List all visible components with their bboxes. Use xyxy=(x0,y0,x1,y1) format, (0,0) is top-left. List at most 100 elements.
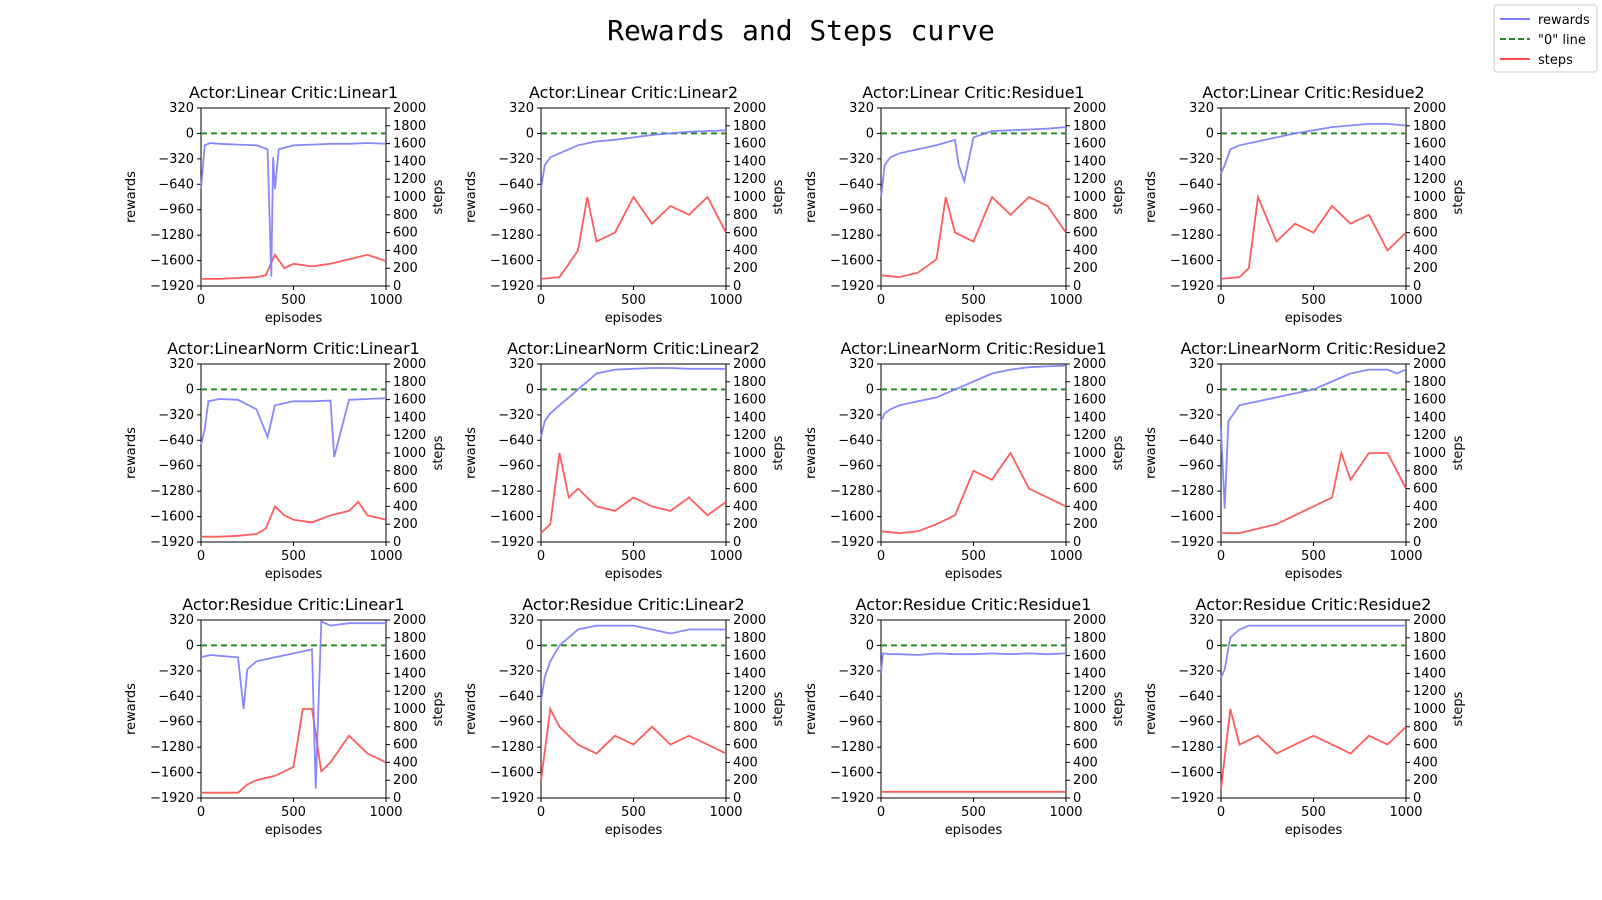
y-right-tick-label: 1600 xyxy=(393,137,426,152)
y-right-tick-label: 1200 xyxy=(1073,428,1106,443)
y-right-tick-label: 1200 xyxy=(733,684,766,699)
y-right-tick-label: 1400 xyxy=(1413,666,1446,681)
x-tick-label: 0 xyxy=(1217,549,1225,564)
y-left-tick-label: −640 xyxy=(1178,433,1214,448)
y-left-tick-label: −640 xyxy=(158,689,194,704)
y-left-tick-label: −960 xyxy=(838,459,874,474)
x-tick-label: 1000 xyxy=(369,293,402,308)
y-right-tick-label: 1200 xyxy=(1413,172,1446,187)
y-right-tick-label: 200 xyxy=(1073,517,1098,532)
y-left-tick-label: −320 xyxy=(1178,664,1214,679)
y-right-tick-label: 2000 xyxy=(733,357,766,372)
y-right-tick-label: 2000 xyxy=(1073,101,1106,116)
x-tick-label: 1000 xyxy=(1049,549,1082,564)
x-tick-label: 0 xyxy=(877,293,885,308)
y-right-tick-label: 1200 xyxy=(1073,684,1106,699)
x-tick-label: 0 xyxy=(877,805,885,820)
y-right-tick-label: 2000 xyxy=(1413,357,1446,372)
y-left-tick-label: −1600 xyxy=(150,766,194,781)
legend-rewards-label: rewards xyxy=(1538,13,1590,28)
y-left-tick-label: 0 xyxy=(186,126,194,141)
y-left-tick-label: 320 xyxy=(169,357,194,372)
y-right-tick-label: 1400 xyxy=(733,410,766,425)
y-right-tick-label: 200 xyxy=(733,517,758,532)
x-tick-label: 1000 xyxy=(1049,805,1082,820)
rewards-line xyxy=(540,367,726,438)
y-right-tick-label: 1800 xyxy=(733,631,766,646)
y-left-tick-label: 320 xyxy=(169,101,194,116)
y-right-tick-label: 1800 xyxy=(393,375,426,390)
y-right-tick-label: 1400 xyxy=(393,410,426,425)
y-left-tick-label: −640 xyxy=(498,689,534,704)
x-tick-label: 1000 xyxy=(709,549,742,564)
y-right-tick-label: 2000 xyxy=(393,613,426,628)
y-right-tick-label: 0 xyxy=(733,791,741,806)
y-right-tick-label: 1000 xyxy=(1413,446,1446,461)
y-right-tick-label: 1600 xyxy=(1073,137,1106,152)
y-left-tick-label: −960 xyxy=(838,203,874,218)
y-right-tick-label: 800 xyxy=(1413,720,1438,735)
y-left-tick-label: −1920 xyxy=(150,535,194,550)
subplot: Actor:Residue Critic:Linear2 0 500 1000 320 0… xyxy=(464,595,786,838)
y-right-tick-label: 200 xyxy=(1413,517,1438,532)
y-left-tick-label: −320 xyxy=(158,664,194,679)
legend-zero-line-label: "0" line xyxy=(1538,33,1586,48)
y-left-tick-label: −1920 xyxy=(490,535,534,550)
y-right-tick-label: 200 xyxy=(733,773,758,788)
y-left-tick-label: −1920 xyxy=(1170,535,1214,550)
steps-line xyxy=(880,451,1067,535)
y-right-axis-label: steps xyxy=(431,435,446,470)
subplot-title: Actor:LinearNorm Critic:Residue2 xyxy=(1180,339,1446,358)
y-right-tick-label: 200 xyxy=(393,517,418,532)
y-right-tick-label: 200 xyxy=(1073,261,1098,276)
y-right-tick-label: 0 xyxy=(1413,535,1421,550)
y-left-tick-label: −1280 xyxy=(150,484,194,499)
rewards-line xyxy=(540,129,727,190)
y-left-tick-label: −320 xyxy=(158,408,194,423)
y-left-tick-label: 0 xyxy=(526,382,534,397)
y-right-tick-label: 1400 xyxy=(393,666,426,681)
y-right-tick-label: 1200 xyxy=(733,428,766,443)
y-left-axis-label: rewards xyxy=(804,171,819,223)
y-left-tick-label: −1280 xyxy=(1170,228,1214,243)
y-left-tick-label: −960 xyxy=(158,203,194,218)
y-left-tick-label: −320 xyxy=(838,664,874,679)
y-right-axis-label: steps xyxy=(771,435,786,470)
y-left-tick-label: 0 xyxy=(866,382,874,397)
steps-line xyxy=(1221,449,1407,534)
y-right-tick-label: 600 xyxy=(393,226,418,241)
y-right-tick-label: 600 xyxy=(1073,226,1098,241)
x-tick-label: 1000 xyxy=(1389,805,1422,820)
rewards-line xyxy=(1220,624,1406,678)
y-left-axis-label: rewards xyxy=(804,683,819,735)
x-tick-label: 500 xyxy=(281,805,306,820)
subplot: Actor:Residue Critic:Residue1 0 500 1000 320… xyxy=(804,595,1126,838)
y-left-tick-label: 0 xyxy=(186,638,194,653)
steps-line xyxy=(201,708,387,794)
y-left-tick-label: −1280 xyxy=(830,740,874,755)
y-left-axis-label: rewards xyxy=(124,171,139,223)
y-right-tick-label: 200 xyxy=(733,261,758,276)
y-left-axis-label: rewards xyxy=(1144,683,1159,735)
x-tick-label: 0 xyxy=(197,805,205,820)
y-left-axis-label: rewards xyxy=(804,427,819,479)
y-right-tick-label: 600 xyxy=(733,482,758,497)
plot-frame xyxy=(1220,619,1407,799)
plot-frame xyxy=(880,107,1067,287)
plot-frame xyxy=(1220,107,1407,287)
y-left-tick-label: 320 xyxy=(1189,613,1214,628)
y-right-tick-label: 1600 xyxy=(393,649,426,664)
x-tick-label: 500 xyxy=(281,293,306,308)
y-right-tick-label: 1800 xyxy=(733,375,766,390)
y-left-tick-label: −640 xyxy=(158,433,194,448)
y-left-tick-label: 0 xyxy=(866,126,874,141)
y-left-tick-label: −640 xyxy=(838,177,874,192)
y-left-tick-label: 320 xyxy=(1189,357,1214,372)
y-right-tick-label: 1600 xyxy=(393,393,426,408)
y-left-tick-label: 320 xyxy=(1189,101,1214,116)
y-left-tick-label: −1600 xyxy=(150,510,194,525)
y-right-tick-label: 1800 xyxy=(393,119,426,134)
subplot: Actor:LinearNorm Critic:Residue2 0 500 1000… xyxy=(1144,339,1466,582)
y-left-tick-label: 320 xyxy=(169,613,194,628)
y-right-tick-label: 1600 xyxy=(733,393,766,408)
